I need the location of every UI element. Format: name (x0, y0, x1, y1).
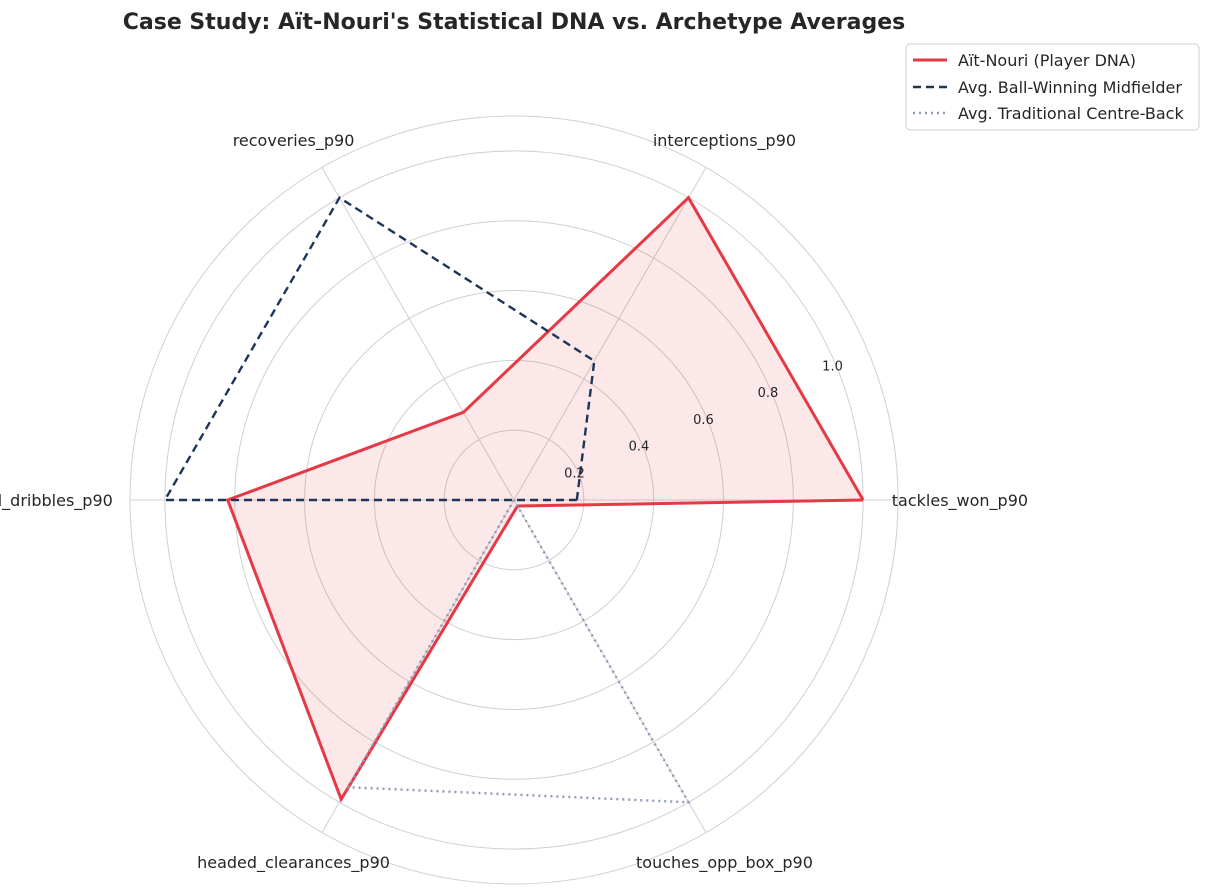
legend-frame (905, 43, 1200, 131)
radar-series-lines (162, 195, 865, 804)
radar-fills (227, 197, 864, 800)
chart-title: Case Study: Aït-Nouri's Statistical DNA … (123, 10, 905, 35)
axis-label-headed-clearances-p90: headed_clearances_p90 (197, 853, 390, 873)
legend-label-ait-nouri: Aït-Nouri (Player DNA) (958, 51, 1136, 70)
r-tick-label-4: 1.0 (822, 359, 843, 374)
series-line-avg-ball-winning-midfielder (162, 196, 596, 502)
series-fill-a-t-nouri-player-dna (227, 197, 864, 800)
spoke-interceptions-p90 (513, 167, 707, 501)
axis-label-touches-opp-box-p90: touches_opp_box_p90 (636, 853, 813, 873)
axis-label-successful-dribbles-p90: successful_dribbles_p90 (0, 491, 113, 511)
legend: Aït-Nouri (Player DNA) Avg. Ball-Winning… (905, 43, 1200, 131)
legend-label-ball-winning-midfielder: Avg. Ball-Winning Midfielder (958, 78, 1182, 97)
r-tick-label-1: 0.4 (629, 440, 650, 455)
axis-label-interceptions-p90: interceptions_p90 (653, 131, 796, 151)
radar-labels: 0.2 0.4 0.6 0.8 1.0 tackles_won_p90 intercepti… (0, 131, 1028, 873)
r-tick-label-3: 0.8 (758, 386, 779, 401)
axis-label-tackles-won-p90: tackles_won_p90 (892, 491, 1028, 511)
r-tick-label-2: 0.6 (693, 413, 714, 428)
spoke-recoveries-p90 (321, 167, 515, 501)
series-line-avg-traditional-centre-back (346, 499, 691, 804)
legend-label-traditional-centre-back: Avg. Traditional Centre-Back (958, 104, 1184, 123)
r-tick-label-0: 0.2 (564, 466, 585, 481)
axis-label-recoveries-p90: recoveries_p90 (233, 131, 355, 151)
